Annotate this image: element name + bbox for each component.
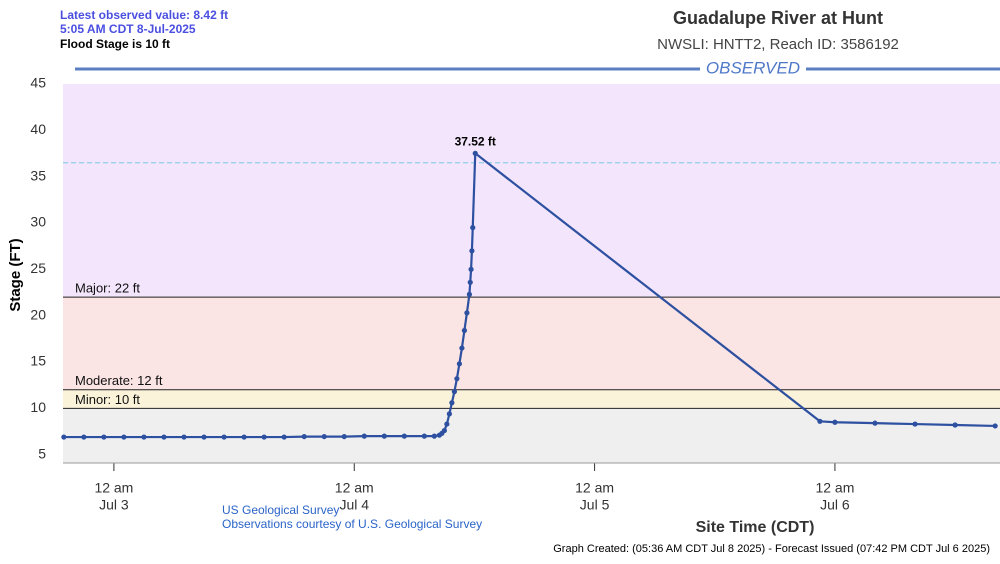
data-point — [451, 389, 457, 395]
data-point — [992, 423, 998, 429]
data-point — [421, 433, 427, 439]
band-normal — [63, 408, 1000, 463]
data-point — [431, 433, 437, 439]
data-point — [912, 421, 918, 427]
x-tick-label: 12 am — [815, 480, 854, 496]
flood-band — [63, 84, 1000, 298]
data-point — [441, 427, 447, 434]
y-tick-label: 25 — [30, 260, 46, 276]
data-point — [464, 310, 470, 316]
y-tick-label: 30 — [30, 214, 46, 230]
data-point — [281, 434, 287, 440]
x-tick-date: Jul 4 — [339, 497, 369, 513]
chart-subtitle: NWSLI: HNTT2, Reach ID: 3586192 — [657, 36, 899, 53]
data-point — [470, 225, 476, 231]
flood-label: Moderate: 12 ft — [75, 373, 163, 388]
y-tick-label: 15 — [30, 353, 46, 369]
data-point — [401, 433, 407, 439]
data-point — [817, 418, 823, 424]
value-label: 37.52 ft — [455, 134, 496, 148]
data-point — [101, 434, 107, 440]
data-point — [469, 248, 475, 254]
data-point — [454, 376, 460, 382]
data-point — [321, 433, 327, 440]
data-point — [459, 345, 465, 351]
data-point — [832, 419, 838, 425]
data-point — [241, 434, 247, 440]
x-tick-label: 12 am — [575, 480, 614, 496]
flood-stage: Flood Stage is 10 ft — [60, 37, 170, 51]
data-point — [61, 434, 67, 440]
y-tick-label: 35 — [30, 167, 46, 183]
flood-label: Minor: 10 ft — [75, 392, 140, 407]
data-point — [361, 433, 367, 439]
data-point — [467, 279, 473, 285]
source-courtesy: Observations courtesy of U.S. Geological… — [222, 517, 482, 531]
source: US Geological Survey — [222, 503, 339, 517]
data-point — [952, 422, 958, 428]
flood-band — [63, 389, 1000, 409]
y-tick-label: 10 — [30, 399, 46, 415]
latest-value: Latest observed value: 8.42 ft — [60, 8, 228, 22]
y-tick-label: 5 — [38, 445, 46, 461]
data-point — [341, 433, 347, 440]
x-tick-label: 12 am — [335, 480, 374, 496]
x-tick-date: Jul 6 — [820, 497, 850, 513]
x-tick-date: Jul 3 — [99, 497, 129, 513]
data-point — [121, 434, 127, 440]
data-point — [201, 434, 207, 440]
data-point — [444, 421, 450, 427]
data-point — [872, 420, 878, 426]
footer: Graph Created: (05:36 AM CDT Jul 8 2025)… — [553, 543, 990, 555]
data-point — [466, 291, 473, 297]
data-point — [81, 434, 87, 440]
banner: OBSERVED — [706, 58, 800, 77]
y-axis-label: Stage (FT) — [7, 238, 24, 311]
banner-bg — [700, 59, 806, 79]
data-point — [261, 434, 267, 440]
data-point — [456, 361, 462, 367]
latest-time: 5:05 AM CDT 8-Jul-2025 — [60, 22, 196, 36]
data-point — [141, 434, 147, 440]
y-tick-label: 20 — [30, 306, 46, 322]
flood-label: Major: 22 ft — [75, 281, 140, 296]
y-tick-label: 40 — [30, 121, 46, 137]
data-point — [301, 433, 307, 440]
data-point — [161, 434, 167, 440]
y-tick-label: 45 — [30, 75, 46, 91]
data-point — [181, 434, 187, 440]
data-point — [449, 400, 455, 406]
data-point — [381, 433, 387, 439]
flood-band — [63, 297, 1000, 390]
x-tick-date: Jul 5 — [580, 497, 610, 513]
chart-title: Guadalupe River at Hunt — [673, 8, 883, 28]
data-point — [468, 266, 474, 272]
data-point — [461, 327, 468, 334]
data-point — [221, 434, 227, 440]
x-tick-label: 12 am — [94, 480, 133, 496]
data-point — [472, 150, 478, 156]
x-axis-label: Site Time (CDT) — [696, 519, 815, 536]
data-point — [446, 411, 452, 417]
